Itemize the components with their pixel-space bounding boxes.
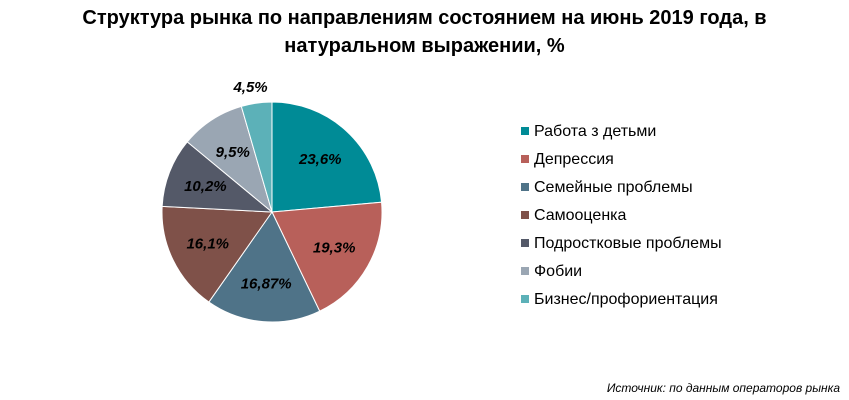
chart-title-line-2: натуральном выражении, % xyxy=(284,35,565,57)
legend-item-6: Бизнес/профориентация xyxy=(521,286,722,314)
slice-label-0: 23,6% xyxy=(298,151,342,168)
pie-slice-2 xyxy=(208,211,321,323)
legend-item-3: Самооценка xyxy=(521,202,722,230)
legend-label-2: Семейные проблемы xyxy=(534,179,693,196)
pie-slice-4 xyxy=(161,141,274,213)
legend-item-5: Фобии xyxy=(521,258,722,286)
source-note: Источник: по данным операторов рынка xyxy=(606,381,840,395)
pie-slice-6 xyxy=(240,101,273,213)
legend-label-1: Депрессия xyxy=(534,151,614,168)
pie-slice-3 xyxy=(161,205,273,303)
legend-swatch-0 xyxy=(521,127,529,135)
slice-label-4: 10,2% xyxy=(184,178,227,195)
legend-swatch-6 xyxy=(521,295,529,303)
legend-swatch-4 xyxy=(521,239,529,247)
chart-title: Структура рынка по направлениям состояни… xyxy=(0,4,849,60)
slice-label-2: 16,87% xyxy=(241,275,292,292)
slice-label-3: 16,1% xyxy=(186,235,229,252)
legend-label-3: Самооценка xyxy=(534,207,627,224)
legend-swatch-2 xyxy=(521,183,529,191)
legend-swatch-3 xyxy=(521,211,529,219)
legend-item-4: Подростковые проблемы xyxy=(521,230,722,258)
legend-label-5: Фобии xyxy=(534,263,583,280)
legend-item-2: Семейные проблемы xyxy=(521,174,722,202)
legend-swatch-5 xyxy=(521,267,529,275)
legend-item-0: Работа з детьми xyxy=(521,118,722,146)
slice-label-5: 9,5% xyxy=(216,144,250,161)
legend-label-0: Работа з детьми xyxy=(534,123,657,140)
chart-legend: Работа з детьми Депрессия Семейные проблем… xyxy=(521,118,722,314)
chart-title-line-1: Структура рынка по направлениям состояни… xyxy=(82,7,767,29)
legend-label-4: Подростковые проблемы xyxy=(534,235,722,252)
pie-slice-1 xyxy=(271,201,383,312)
slice-label-1: 19,3% xyxy=(313,239,356,256)
pie-slice-0 xyxy=(271,101,383,213)
slice-label-6: 4,5% xyxy=(232,79,267,96)
legend-item-1: Депрессия xyxy=(521,146,722,174)
legend-label-6: Бизнес/профориентация xyxy=(534,291,718,308)
legend-swatch-1 xyxy=(521,155,529,163)
